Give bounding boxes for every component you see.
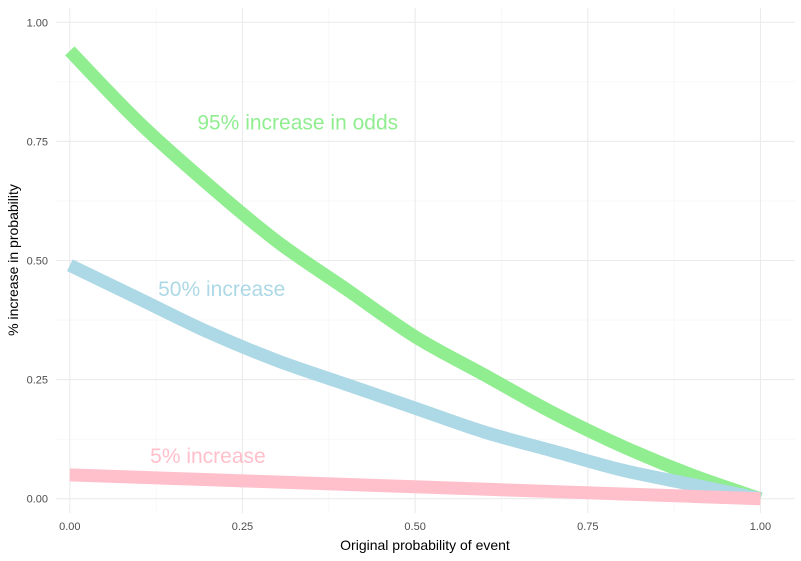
x-tick-label: 0.50 bbox=[404, 521, 425, 533]
series-annotation-label: 50% increase bbox=[158, 278, 285, 301]
y-tick-label: 0.50 bbox=[27, 256, 48, 268]
x-tick-label: 0.75 bbox=[577, 521, 598, 533]
x-axis-title: Original probability of event bbox=[340, 537, 510, 553]
y-tick-label: 0.25 bbox=[27, 375, 48, 387]
y-axis-title: % increase in probability bbox=[5, 184, 21, 336]
series-line-inc50 bbox=[66, 259, 762, 506]
series-annotations: 95% increase in odds 50% increase 5% incre… bbox=[150, 111, 398, 467]
grid-lines bbox=[56, 8, 795, 513]
series-line-odds95 bbox=[65, 46, 763, 505]
x-tick-label: 0.25 bbox=[232, 521, 253, 533]
series-lines bbox=[65, 46, 763, 506]
y-axis-ticks: 0.00 0.25 0.50 0.75 1.00 bbox=[27, 17, 48, 505]
x-axis-ticks: 0.00 0.25 0.50 0.75 1.00 bbox=[59, 521, 771, 533]
y-tick-label: 0.75 bbox=[27, 136, 48, 148]
y-tick-label: 1.00 bbox=[27, 17, 48, 29]
y-tick-label: 0.00 bbox=[27, 494, 48, 506]
x-tick-label: 1.00 bbox=[750, 521, 771, 533]
series-annotation-label: 95% increase in odds bbox=[197, 111, 398, 134]
x-tick-label: 0.00 bbox=[59, 521, 80, 533]
series-annotation-label: 5% increase bbox=[150, 445, 266, 468]
series-line-inc5 bbox=[69, 468, 761, 506]
